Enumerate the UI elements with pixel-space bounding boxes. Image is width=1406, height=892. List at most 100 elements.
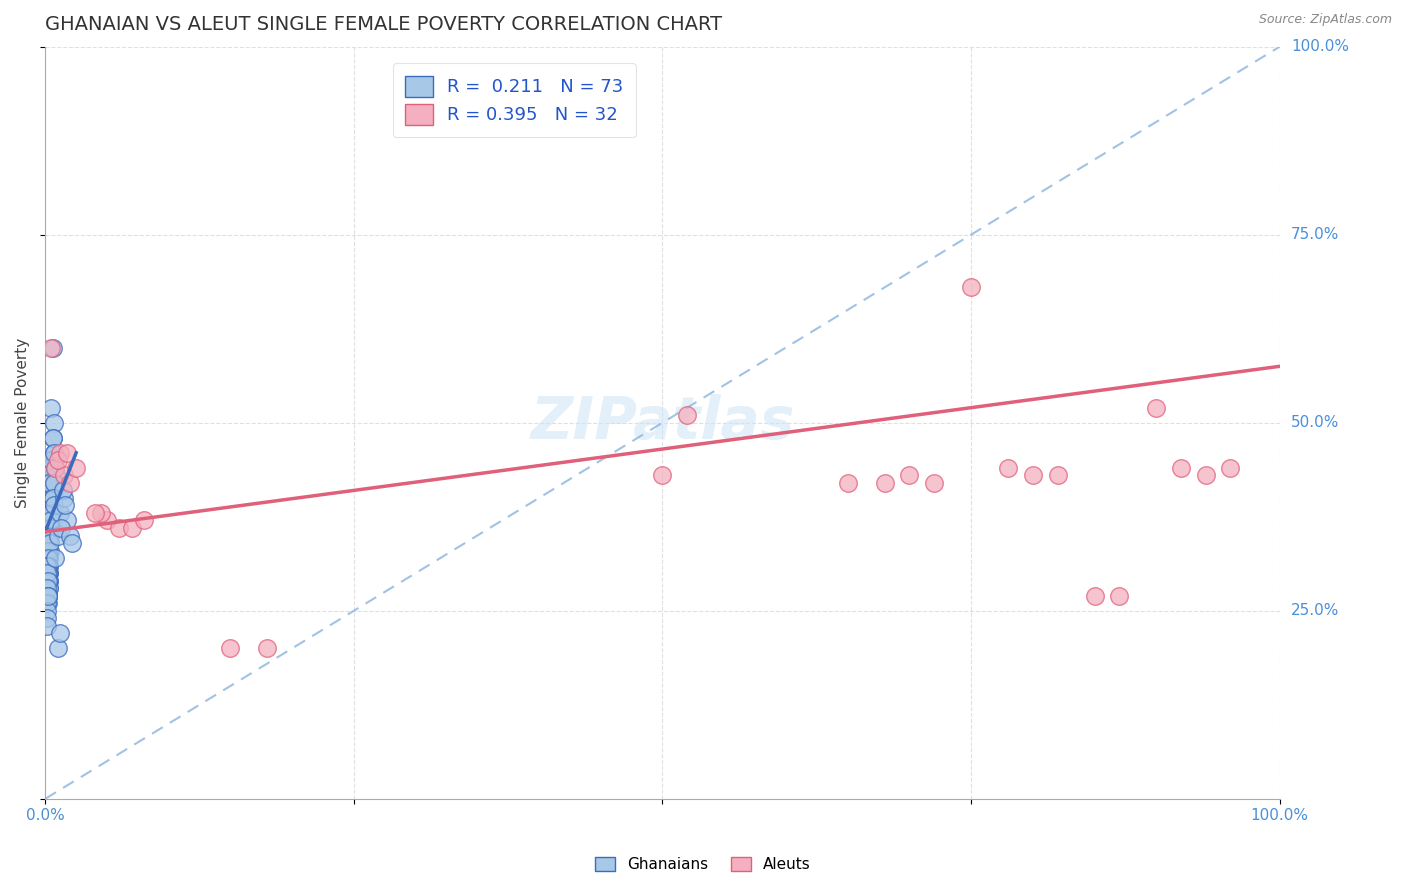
Point (38, 475, 60, 490)
Point (38, 551, 60, 566)
Point (53, 499, 76, 513)
Point (39, 528, 62, 542)
Point (219, 641, 242, 656)
Point (41, 341, 63, 355)
Point (960, 280, 983, 294)
Point (121, 521, 143, 535)
Point (651, 468, 673, 483)
Point (1194, 468, 1216, 483)
Point (65, 460, 87, 475)
Point (46, 453, 69, 467)
Point (46, 528, 69, 542)
Point (56, 446, 79, 460)
Point (44, 460, 66, 475)
Point (83, 506, 105, 520)
Point (41, 401, 63, 415)
Point (38, 581, 60, 595)
Point (837, 475, 859, 490)
Point (49, 506, 72, 520)
Point (41, 431, 63, 445)
Point (37, 589, 59, 603)
Point (37, 589, 59, 603)
Point (37, 589, 59, 603)
Point (38, 581, 60, 595)
Point (38, 558, 60, 573)
Point (59, 528, 82, 542)
Point (41, 341, 63, 355)
Point (90, 506, 112, 520)
Text: 50.0%: 50.0% (1291, 415, 1339, 430)
Point (35, 596, 58, 610)
Point (39, 521, 62, 535)
Point (44, 551, 66, 566)
Point (41, 506, 63, 520)
Point (38, 574, 60, 588)
Point (1170, 460, 1192, 475)
Point (35, 604, 58, 618)
Point (39, 536, 62, 550)
Point (42, 475, 65, 490)
Point (37, 543, 59, 558)
Point (46, 641, 69, 656)
Point (41, 491, 63, 505)
Point (52, 468, 75, 483)
Point (38, 536, 60, 550)
Point (49, 626, 72, 640)
Point (41, 506, 63, 520)
Point (35, 581, 58, 595)
Point (37, 589, 59, 603)
Point (35, 558, 58, 573)
Point (51, 521, 73, 535)
Point (45, 468, 67, 483)
Point (44, 460, 66, 475)
Point (39, 460, 62, 475)
Point (44, 453, 66, 467)
Point (42, 475, 65, 490)
Point (37, 574, 59, 588)
Point (35, 619, 58, 633)
Y-axis label: Single Female Poverty: Single Female Poverty (15, 337, 30, 508)
Point (38, 566, 60, 581)
Point (42, 499, 65, 513)
Point (96, 514, 118, 528)
Point (41, 460, 63, 475)
Point (1219, 460, 1241, 475)
Point (1022, 468, 1045, 483)
Point (35, 566, 58, 581)
Point (56, 514, 79, 528)
Point (39, 543, 62, 558)
Point (39, 521, 62, 535)
Point (35, 611, 58, 625)
Point (676, 408, 699, 422)
Point (898, 468, 921, 483)
Text: ZIPatlas: ZIPatlas (530, 394, 794, 451)
Point (52, 491, 75, 505)
Legend: R =  0.211   N = 73, R = 0.395   N = 32: R = 0.211 N = 73, R = 0.395 N = 32 (392, 63, 636, 137)
Point (37, 566, 59, 581)
Point (41, 453, 63, 467)
Point (41, 431, 63, 445)
Point (1108, 589, 1130, 603)
Point (42, 446, 65, 460)
Point (49, 446, 72, 460)
Point (42, 446, 65, 460)
Point (1083, 589, 1105, 603)
Point (51, 483, 73, 498)
Point (37, 581, 59, 595)
Point (37, 596, 59, 610)
Point (62, 536, 84, 550)
Point (42, 416, 65, 430)
Point (997, 460, 1019, 475)
Text: Source: ZipAtlas.com: Source: ZipAtlas.com (1258, 13, 1392, 27)
Point (37, 551, 59, 566)
Text: 25.0%: 25.0% (1291, 603, 1339, 618)
Point (922, 475, 945, 490)
Point (44, 483, 66, 498)
Point (256, 641, 278, 656)
Point (37, 574, 59, 588)
Point (37, 558, 59, 573)
Text: GHANAIAN VS ALEUT SINGLE FEMALE POVERTY CORRELATION CHART: GHANAIAN VS ALEUT SINGLE FEMALE POVERTY … (45, 15, 723, 34)
Point (108, 521, 131, 535)
Point (873, 475, 896, 490)
Point (41, 491, 63, 505)
